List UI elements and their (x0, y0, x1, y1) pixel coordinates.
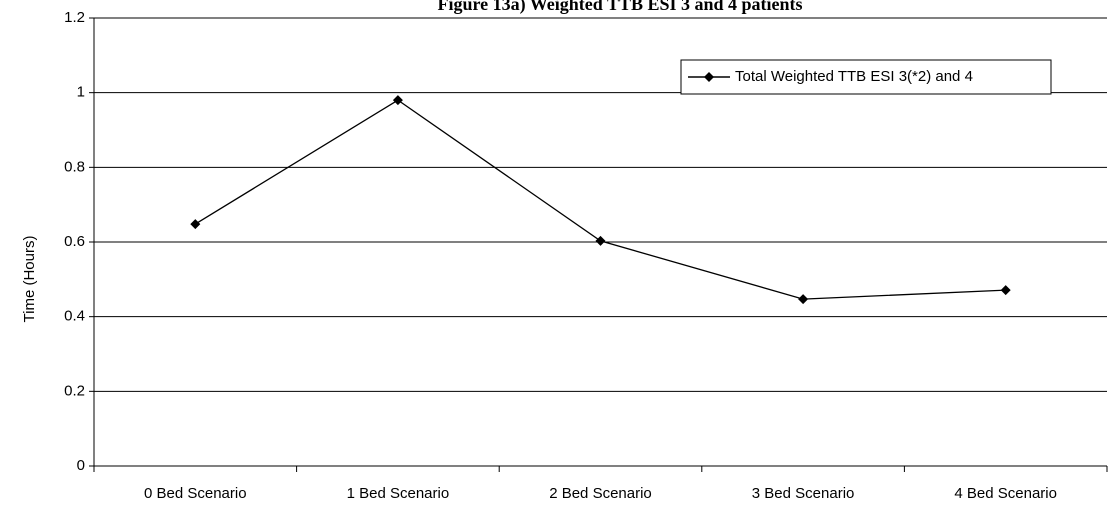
data-point-marker (595, 235, 606, 246)
y-tick-label: 0.8 (64, 158, 85, 175)
axes (89, 17, 1108, 472)
series-line (194, 99, 1006, 300)
x-category-label: 2 Bed Scenario (549, 485, 652, 502)
y-axis-label: Time (Hours) (21, 236, 38, 323)
x-axis-category-labels: 0 Bed Scenario 1 Bed Scenario 2 Bed Scenar… (144, 485, 1057, 502)
y-tick-label: 0.6 (64, 233, 85, 250)
legend-marker-diamond (704, 72, 714, 82)
legend-entry-label: Total Weighted TTB ESI 3(*2) and 4 (735, 68, 973, 85)
y-axis-tick-labels: 0 0.2 0.4 0.6 0.8 1 1.2 (64, 9, 85, 474)
y-tick-label: 0.2 (64, 382, 85, 399)
data-point-marker (798, 294, 809, 305)
x-category-label: 4 Bed Scenario (954, 485, 1057, 502)
y-tick-label: 1.2 (64, 9, 85, 26)
data-point-marker (190, 219, 201, 230)
legend: Total Weighted TTB ESI 3(*2) and 4 (680, 59, 1052, 95)
x-category-label: 0 Bed Scenario (144, 485, 247, 502)
y-tick-label: 0.4 (64, 308, 85, 325)
data-point-marker (392, 95, 403, 106)
y-tick-label: 0 (77, 457, 85, 474)
x-category-label: 1 Bed Scenario (347, 485, 450, 502)
x-category-label: 3 Bed Scenario (752, 485, 855, 502)
legend-box (680, 59, 1052, 95)
data-point-marker (1000, 285, 1011, 296)
chart-title: Figure 13a) Weighted TTB ESI 3 and 4 pat… (437, 0, 802, 15)
y-tick-label: 1 (77, 84, 85, 101)
series-group (190, 95, 1011, 305)
